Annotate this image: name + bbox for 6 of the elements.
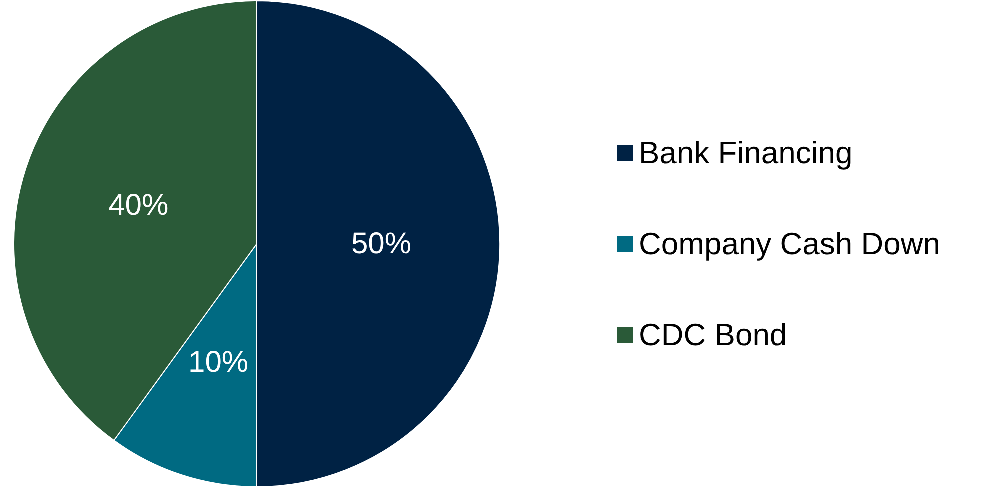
legend-label: CDC Bond xyxy=(639,318,788,352)
data-label: 10% xyxy=(188,346,249,379)
legend-label: Company Cash Down xyxy=(639,226,941,262)
data-label: 40% xyxy=(108,189,169,222)
legend-label: Bank Financing xyxy=(639,136,853,170)
data-label: 50% xyxy=(351,228,412,260)
